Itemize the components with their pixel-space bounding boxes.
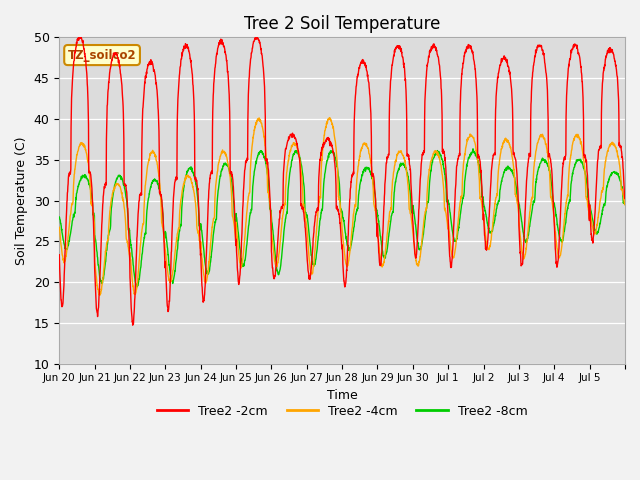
Title: Tree 2 Soil Temperature: Tree 2 Soil Temperature: [244, 15, 440, 33]
Legend: Tree2 -2cm, Tree2 -4cm, Tree2 -8cm: Tree2 -2cm, Tree2 -4cm, Tree2 -8cm: [152, 400, 532, 423]
Text: TZ_soilco2: TZ_soilco2: [68, 48, 136, 61]
X-axis label: Time: Time: [327, 389, 358, 402]
Y-axis label: Soil Temperature (C): Soil Temperature (C): [15, 136, 28, 265]
